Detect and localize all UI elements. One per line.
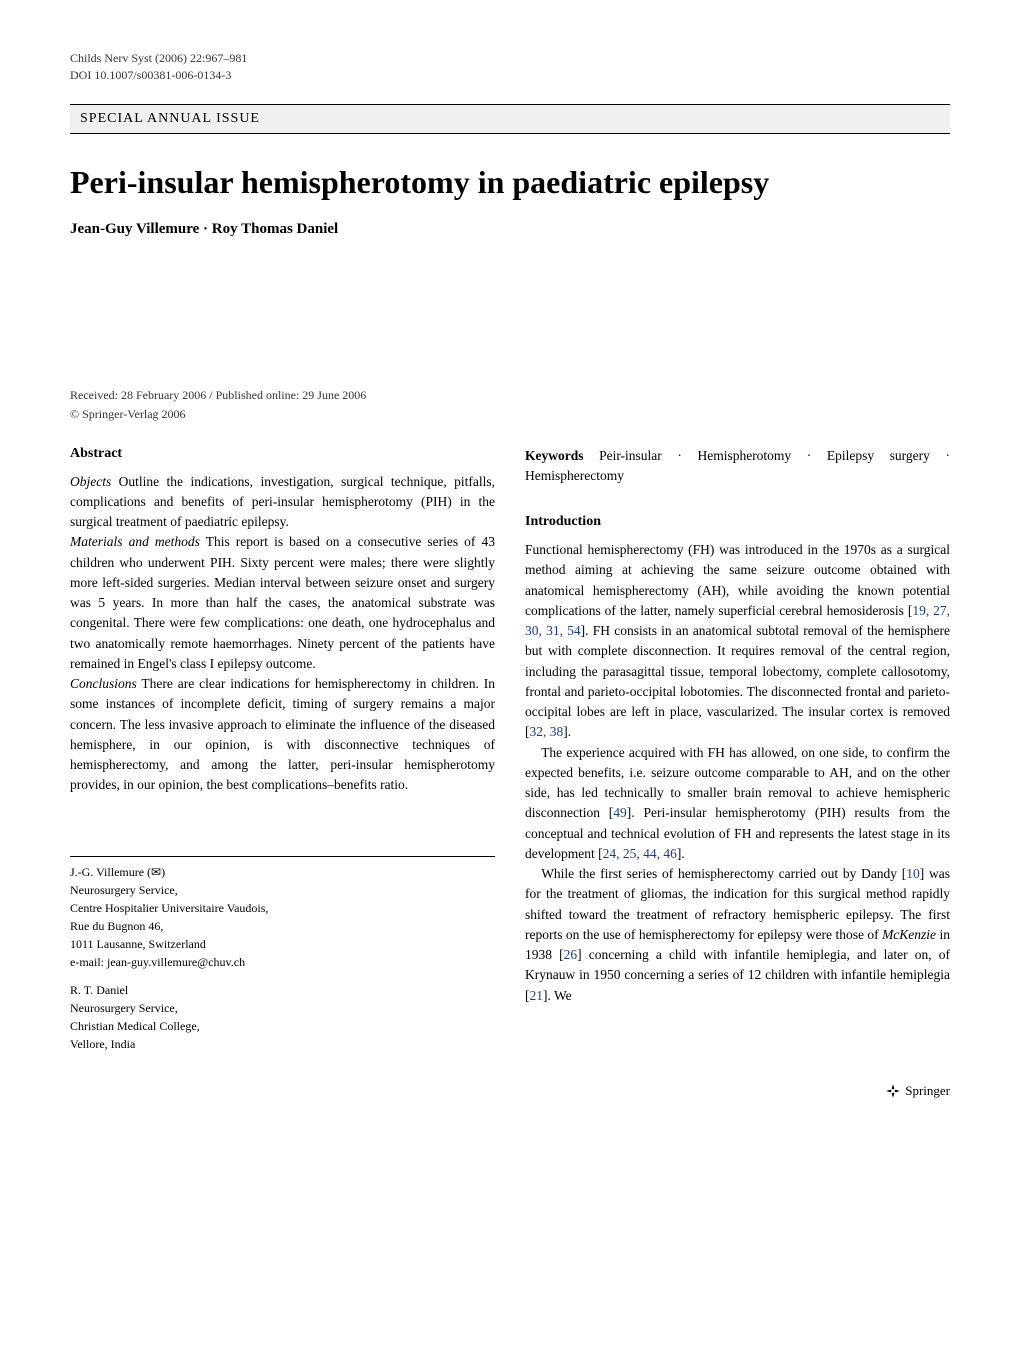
objects-text: Outline the indications, investigation, … bbox=[70, 474, 495, 530]
methods-label: Materials and methods bbox=[70, 534, 200, 549]
intro-p3-post: ]. We bbox=[543, 988, 572, 1003]
aff2-name: R. T. Daniel bbox=[70, 981, 495, 999]
author-list: Jean-Guy Villemure · Roy Thomas Daniel bbox=[70, 221, 950, 238]
keywords-line: Keywords Peir-insular · Hemispherotomy ·… bbox=[525, 446, 950, 487]
aff1-dept: Neurosurgery Service, bbox=[70, 881, 495, 899]
methods-paragraph: Materials and methods This report is bas… bbox=[70, 532, 495, 674]
left-column: Abstract Objects Outline the indications… bbox=[70, 446, 495, 1053]
affiliation-2: R. T. Daniel Neurosurgery Service, Chris… bbox=[70, 981, 495, 1053]
doi-line: DOI 10.1007/s00381-006-0134-3 bbox=[70, 67, 950, 84]
copyright-line: © Springer-Verlag 2006 bbox=[70, 407, 950, 422]
conclusions-text: There are clear indications for hemisphe… bbox=[70, 676, 495, 792]
right-column: Keywords Peir-insular · Hemispherotomy ·… bbox=[525, 446, 950, 1053]
publisher-logo: Springer bbox=[885, 1083, 950, 1099]
intro-p1-pre: Functional hemispherectomy (FH) was intr… bbox=[525, 542, 950, 618]
aff2-addr: Vellore, India bbox=[70, 1035, 495, 1053]
abstract-heading: Abstract bbox=[70, 446, 495, 462]
footer: Springer bbox=[70, 1083, 950, 1103]
springer-icon bbox=[885, 1083, 901, 1099]
objects-label: Objects bbox=[70, 474, 111, 489]
section-banner: SPECIAL ANNUAL ISSUE bbox=[70, 104, 950, 134]
aff1-name: J.-G. Villemure (✉) bbox=[70, 863, 495, 881]
affiliations-block: J.-G. Villemure (✉) Neurosurgery Service… bbox=[70, 856, 495, 1053]
citation-ref[interactable]: 10 bbox=[906, 866, 920, 881]
keywords-label: Keywords bbox=[525, 448, 584, 463]
intro-p1-mid: ]. FH consists in an anatomical subtotal… bbox=[525, 623, 950, 739]
intro-p2-post: ]. bbox=[677, 846, 685, 861]
aff2-inst: Christian Medical College, bbox=[70, 1017, 495, 1035]
introduction-heading: Introduction bbox=[525, 514, 950, 530]
citation-ref[interactable]: 21 bbox=[530, 988, 544, 1003]
article-title: Peri-insular hemispherotomy in paediatri… bbox=[70, 164, 950, 201]
journal-line: Childs Nerv Syst (2006) 22:967–981 bbox=[70, 50, 950, 67]
two-column-layout: Abstract Objects Outline the indications… bbox=[70, 446, 950, 1053]
abstract-paragraph: Objects Outline the indications, investi… bbox=[70, 472, 495, 533]
conclusions-label: Conclusions bbox=[70, 676, 137, 691]
conclusions-paragraph: Conclusions There are clear indications … bbox=[70, 674, 495, 796]
citation-ref[interactable]: 49 bbox=[613, 805, 627, 820]
publisher-name: Springer bbox=[905, 1083, 950, 1099]
citation-refs[interactable]: 32, 38 bbox=[530, 724, 564, 739]
citation-ref[interactable]: 26 bbox=[564, 947, 578, 962]
aff1-email: e-mail: jean-guy.villemure@chuv.ch bbox=[70, 953, 495, 971]
aff1-addr2: 1011 Lausanne, Switzerland bbox=[70, 935, 495, 953]
intro-p3-pre: While the first series of hemispherectom… bbox=[541, 866, 906, 881]
intro-p2: The experience acquired with FH has allo… bbox=[525, 743, 950, 865]
aff1-addr1: Rue du Bugnon 46, bbox=[70, 917, 495, 935]
intro-p3-mid3: ] concerning a child with infantile hemi… bbox=[525, 947, 950, 1003]
header-meta: Childs Nerv Syst (2006) 22:967–981 DOI 1… bbox=[70, 50, 950, 84]
intro-p3: While the first series of hemispherectom… bbox=[525, 864, 950, 1006]
intro-p1: Functional hemispherectomy (FH) was intr… bbox=[525, 540, 950, 743]
methods-text: This report is based on a consecutive se… bbox=[70, 534, 495, 671]
aff1-inst: Centre Hospitalier Universitaire Vaudois… bbox=[70, 899, 495, 917]
affiliation-1: J.-G. Villemure (✉) Neurosurgery Service… bbox=[70, 863, 495, 971]
keywords-text: Peir-insular · Hemispherotomy · Epilepsy… bbox=[525, 448, 950, 483]
received-line: Received: 28 February 2006 / Published o… bbox=[70, 388, 950, 403]
aff2-dept: Neurosurgery Service, bbox=[70, 999, 495, 1017]
citation-refs[interactable]: 24, 25, 44, 46 bbox=[603, 846, 677, 861]
intro-p1-post: ]. bbox=[563, 724, 571, 739]
italic-name: McKenzie bbox=[882, 927, 936, 942]
